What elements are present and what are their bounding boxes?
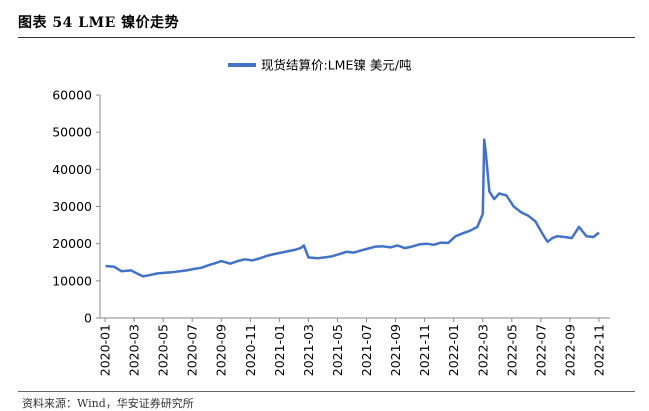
y-tick-label: 10000: [52, 273, 92, 288]
title-rule: [18, 37, 635, 38]
footer-rule: [18, 391, 635, 392]
x-tick-label: 2022-07: [533, 324, 548, 376]
y-tick-label: 60000: [52, 88, 92, 103]
x-axis-ticks: 2020-01 2020-03 2020-05 2020-07 2020-09 2020-…: [98, 318, 607, 376]
x-tick-label: 2020-11: [243, 324, 258, 376]
y-tick-label: 30000: [52, 199, 92, 214]
series-line-nickel-price: [105, 138, 600, 278]
source-note: 资料来源：Wind，华安证券研究所: [22, 397, 194, 410]
x-tick-label: 2022-01: [446, 324, 461, 376]
legend: 现货结算价:LME镍 美元/吨: [228, 58, 412, 73]
y-tick-label: 40000: [52, 162, 92, 177]
line-chart: 现货结算价:LME镍 美元/吨 0 10000 20000 30000 40000 500…: [52, 58, 610, 376]
x-tick-label: 2021-09: [388, 324, 403, 376]
x-tick-label: 2022-11: [592, 324, 607, 376]
x-tick-label: 2021-03: [301, 324, 316, 376]
y-axis-ticks: 0 10000 20000 30000 40000 50000 60000: [52, 88, 100, 326]
x-tick-label: 2021-11: [417, 324, 432, 376]
x-tick-label: 2020-01: [98, 324, 113, 376]
x-tick-label: 2020-07: [185, 324, 200, 376]
x-tick-label: 2021-01: [272, 324, 287, 376]
x-tick-label: 2022-03: [475, 324, 490, 376]
x-tick-label: 2021-07: [359, 324, 374, 376]
x-tick-label: 2020-09: [214, 324, 229, 376]
x-tick-label: 2020-05: [156, 324, 171, 376]
legend-label: 现货结算价:LME镍 美元/吨: [261, 58, 412, 73]
x-tick-label: 2022-09: [562, 324, 577, 376]
x-tick-label: 2021-05: [330, 324, 345, 376]
y-tick-label: 50000: [52, 125, 92, 140]
x-tick-label: 2022-05: [504, 324, 519, 376]
y-tick-label: 0: [84, 311, 92, 326]
y-tick-label: 20000: [52, 236, 92, 251]
x-tick-label: 2020-03: [127, 324, 142, 376]
figure-title: 图表 54 LME 镍价走势: [18, 15, 180, 31]
